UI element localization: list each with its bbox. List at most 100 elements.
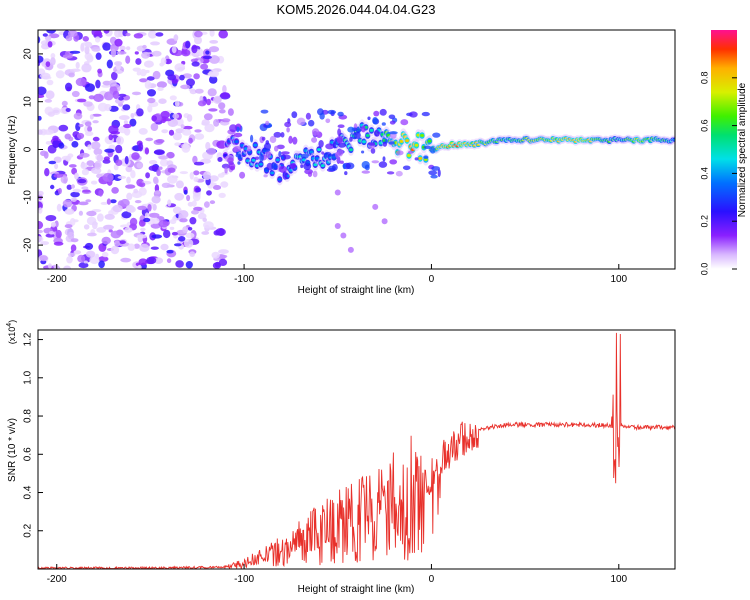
mid-feature bbox=[282, 172, 288, 180]
mid-feature bbox=[290, 162, 297, 170]
noise-blob bbox=[58, 142, 65, 149]
colorbar-gradient bbox=[711, 30, 737, 269]
isolated-feature bbox=[381, 218, 388, 225]
noise-blob bbox=[53, 241, 64, 246]
noise-blob bbox=[114, 61, 123, 66]
noise-blob bbox=[108, 125, 119, 135]
mid-feature bbox=[273, 131, 282, 138]
mid-feature bbox=[336, 156, 341, 164]
snr-scale-factor: (x104) bbox=[6, 320, 17, 344]
noise-blob bbox=[206, 147, 217, 155]
noise-blob bbox=[211, 251, 220, 259]
noise-blob bbox=[65, 108, 71, 112]
noise-blob bbox=[101, 236, 111, 245]
noise-blob bbox=[152, 70, 161, 80]
ridge-core bbox=[362, 140, 366, 144]
mid-feature bbox=[319, 112, 325, 120]
noise-blob bbox=[98, 256, 109, 262]
noise-blob bbox=[38, 220, 44, 230]
mid-feature bbox=[353, 131, 361, 139]
ridge-core bbox=[234, 140, 239, 144]
noise-blob bbox=[103, 224, 114, 230]
noise-blob bbox=[183, 189, 188, 195]
mid-feature bbox=[423, 145, 432, 149]
noise-blob bbox=[127, 243, 136, 251]
noise-blob bbox=[73, 250, 82, 255]
noise-blob bbox=[81, 42, 90, 46]
noise-blob bbox=[50, 53, 56, 59]
noise-blob bbox=[172, 132, 182, 141]
noise-blob bbox=[174, 243, 182, 247]
mid-feature bbox=[254, 156, 260, 160]
mid-feature bbox=[247, 145, 252, 152]
noise-blob bbox=[186, 194, 191, 202]
noise-blob bbox=[65, 155, 71, 162]
mid-feature bbox=[396, 150, 404, 156]
noise-blob bbox=[152, 203, 157, 211]
noise-blob bbox=[73, 112, 83, 120]
noise-blob bbox=[212, 262, 221, 269]
mid-feature bbox=[312, 170, 318, 178]
noise-blob bbox=[120, 257, 132, 263]
noise-blob bbox=[45, 233, 55, 238]
noise-blob bbox=[137, 264, 142, 269]
noise-blob bbox=[47, 41, 53, 48]
noise-blob bbox=[151, 166, 159, 170]
noise-blob bbox=[82, 189, 91, 193]
noise-blob bbox=[151, 217, 160, 225]
noise-blob bbox=[75, 77, 87, 87]
noise-blob bbox=[145, 137, 154, 142]
noise-blob bbox=[68, 164, 77, 168]
colorbar-tick-label: 0.6 bbox=[699, 119, 709, 132]
noise-blob bbox=[193, 206, 203, 212]
noise-blob bbox=[194, 133, 205, 140]
noise-blob bbox=[95, 52, 102, 60]
mid-feature bbox=[259, 153, 264, 162]
noise-blob bbox=[189, 217, 197, 225]
mid-feature bbox=[276, 144, 285, 150]
noise-blob bbox=[180, 84, 191, 90]
noise-blob bbox=[200, 63, 209, 70]
noise-blob bbox=[111, 187, 119, 194]
noise-blob bbox=[168, 129, 175, 136]
y-tick-label: 0 bbox=[23, 146, 34, 152]
noise-blob bbox=[114, 38, 123, 47]
noise-blob bbox=[71, 90, 80, 98]
noise-blob bbox=[182, 226, 189, 234]
noise-blob bbox=[182, 129, 192, 136]
mid-feature bbox=[237, 161, 241, 165]
noise-blob bbox=[61, 100, 68, 107]
y-tick-label: 1.0 bbox=[23, 370, 34, 384]
noise-blob bbox=[103, 30, 110, 34]
noise-blob bbox=[204, 201, 210, 208]
noise-blob bbox=[123, 123, 132, 129]
noise-blob bbox=[116, 51, 127, 55]
noise-blob bbox=[85, 83, 95, 92]
noise-blob bbox=[185, 232, 195, 239]
mid-feature bbox=[284, 121, 292, 128]
mid-feature bbox=[265, 151, 272, 159]
noise-blob bbox=[90, 180, 98, 185]
noise-blob bbox=[194, 129, 202, 133]
noise-blob bbox=[52, 109, 60, 114]
noise-blob bbox=[115, 144, 123, 154]
noise-blob bbox=[130, 170, 136, 179]
ridge-core bbox=[275, 158, 280, 162]
noise-blob bbox=[64, 224, 73, 229]
mid-feature bbox=[379, 108, 387, 116]
noise-blob bbox=[209, 30, 215, 37]
noise-blob bbox=[191, 61, 200, 67]
noise-blob bbox=[203, 221, 214, 229]
mid-feature bbox=[431, 166, 440, 171]
noise-blob bbox=[136, 162, 144, 169]
noise-blob bbox=[67, 30, 78, 37]
noise-blob bbox=[194, 88, 204, 94]
y-tick-label: 0.4 bbox=[23, 485, 34, 499]
noise-blob bbox=[70, 238, 79, 243]
mid-feature bbox=[372, 117, 378, 125]
noise-blob bbox=[166, 249, 174, 254]
mid-feature bbox=[281, 151, 290, 155]
mid-feature bbox=[382, 141, 387, 147]
mid-feature bbox=[307, 171, 313, 177]
